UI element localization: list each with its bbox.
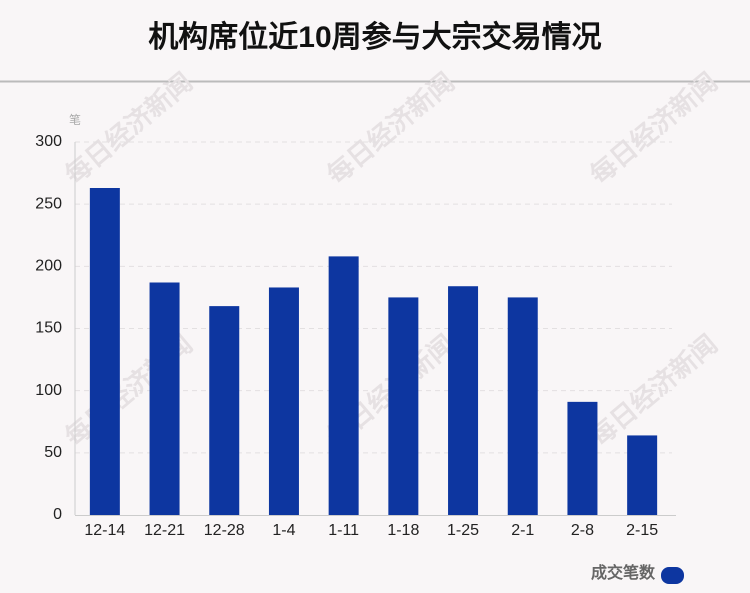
y-tick-label: 250 xyxy=(35,195,62,212)
y-tick-label: 100 xyxy=(35,382,62,399)
bar xyxy=(448,286,479,515)
bar xyxy=(209,306,240,515)
bar xyxy=(328,256,359,515)
y-tick-label: 50 xyxy=(44,444,62,461)
bar xyxy=(149,282,180,515)
x-tick-label: 2-1 xyxy=(511,522,534,539)
legend-swatch xyxy=(661,567,684,584)
x-tick-label: 12-14 xyxy=(84,522,125,539)
x-tick-label: 2-8 xyxy=(571,522,594,539)
x-tick-label: 2-15 xyxy=(626,522,658,539)
bar xyxy=(507,297,538,515)
y-tick-label: 300 xyxy=(35,133,62,150)
x-tick-label: 1-4 xyxy=(272,522,295,539)
bar xyxy=(89,188,120,515)
legend-label: 成交笔数 xyxy=(591,563,656,582)
x-tick-label: 12-21 xyxy=(144,522,185,539)
y-tick-label: 200 xyxy=(35,258,62,275)
x-tick-label: 1-25 xyxy=(447,522,479,539)
bar xyxy=(388,297,419,515)
chart-title: 机构席位近10周参与大宗交易情况 xyxy=(148,20,601,54)
y-unit: 笔 xyxy=(69,112,81,127)
x-tick-label: 1-11 xyxy=(328,522,359,539)
bar xyxy=(268,287,299,515)
x-tick-label: 1-18 xyxy=(387,522,419,539)
y-tick-label: 150 xyxy=(35,320,62,337)
bar xyxy=(567,401,598,515)
y-tick-label: 0 xyxy=(53,506,62,523)
bar xyxy=(627,435,658,515)
x-tick-label: 12-28 xyxy=(204,522,245,539)
